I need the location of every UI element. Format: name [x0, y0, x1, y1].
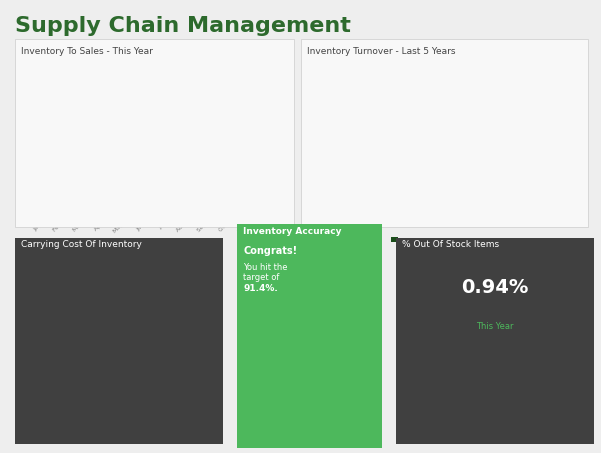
Text: 18%: 18%: [120, 346, 136, 352]
Text: Inventory To Sales - This Year: Inventory To Sales - This Year: [21, 47, 153, 56]
Text: 25%: 25%: [86, 323, 102, 329]
Bar: [153, 374, 171, 412]
Wedge shape: [304, 307, 322, 325]
Legend: Inventory Turnover, Target: Inventory Turnover, Target: [388, 235, 503, 245]
Text: Supply Chain Management: Supply Chain Management: [15, 16, 351, 36]
Text: You hit the: You hit the: [243, 263, 287, 272]
Bar: [542, 114, 572, 208]
Bar: [394, 120, 423, 208]
Text: Inventory Turnover - Last 5 Years: Inventory Turnover - Last 5 Years: [307, 47, 456, 56]
Bar: [50, 287, 69, 412]
Bar: [84, 332, 103, 412]
Text: 5.90: 5.90: [499, 116, 515, 122]
Text: 12%: 12%: [154, 365, 169, 371]
Bar: [187, 393, 206, 412]
Bar: [344, 116, 374, 208]
Text: % Out Of Stock Items: % Out Of Stock Items: [402, 240, 499, 249]
Text: 6.20: 6.20: [401, 112, 416, 118]
Text: 92.4%: 92.4%: [300, 339, 343, 352]
Text: Target = 6.00: Target = 6.00: [531, 68, 577, 75]
Text: Inventory Accuracy: Inventory Accuracy: [243, 226, 341, 236]
Text: 6%: 6%: [191, 384, 202, 390]
Text: Carrying Cost Of Inventory: Carrying Cost Of Inventory: [21, 240, 142, 249]
Text: 5.70: 5.70: [450, 119, 466, 125]
Bar: [493, 124, 522, 208]
Text: 39%: 39%: [52, 278, 67, 284]
Bar: [443, 127, 473, 208]
Text: target of: target of: [243, 273, 279, 282]
Text: 6.50: 6.50: [351, 108, 367, 114]
Text: This Year: This Year: [476, 322, 514, 331]
Text: 91.4%.: 91.4%.: [243, 284, 278, 293]
Bar: [118, 354, 137, 412]
Wedge shape: [282, 307, 360, 384]
Text: Congrats!: Congrats!: [243, 246, 297, 256]
Text: 6.60: 6.60: [549, 106, 565, 112]
Text: 0.94%: 0.94%: [461, 278, 528, 297]
